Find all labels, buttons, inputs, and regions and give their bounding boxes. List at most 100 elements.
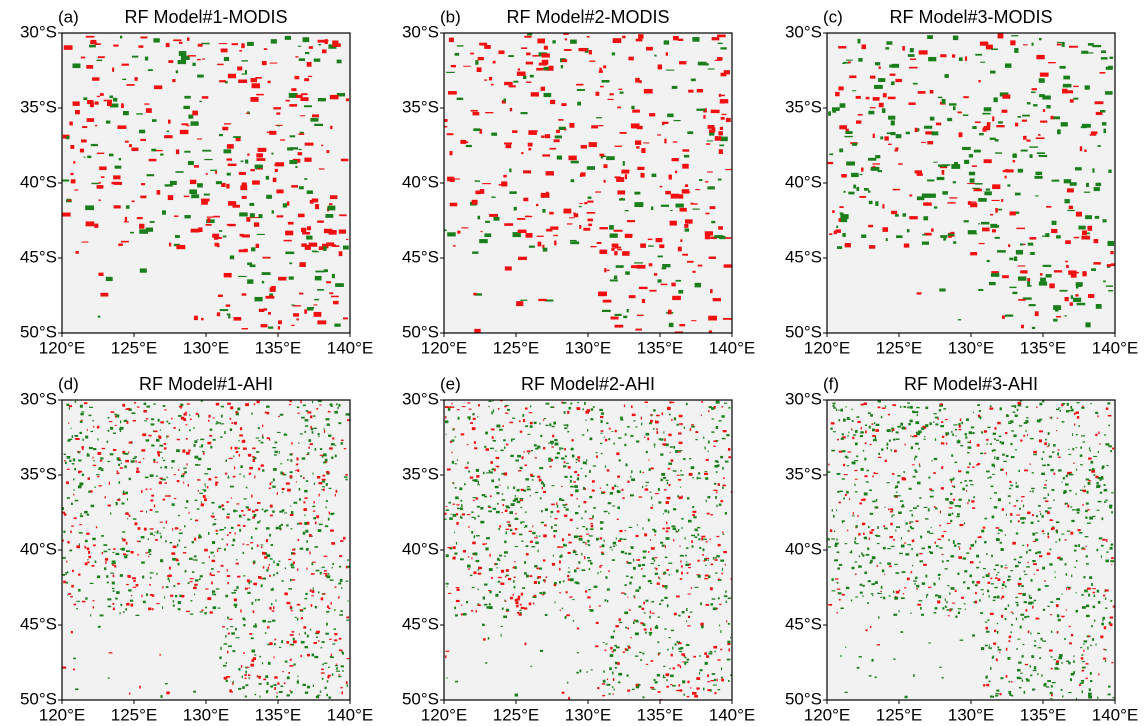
- red-pixel: [481, 231, 483, 232]
- green-pixel: [1067, 587, 1071, 588]
- green-pixel: [1076, 282, 1083, 286]
- red-pixel: [243, 525, 245, 527]
- green-pixel: [992, 464, 995, 467]
- red-pixel: [622, 36, 625, 39]
- green-pixel: [720, 560, 724, 562]
- green-pixel: [659, 578, 660, 580]
- green-pixel: [605, 466, 606, 468]
- green-pixel: [301, 417, 305, 419]
- green-pixel: [107, 582, 109, 584]
- green-pixel: [146, 228, 153, 232]
- green-pixel: [705, 565, 707, 566]
- red-pixel: [219, 43, 227, 44]
- green-pixel: [212, 592, 213, 595]
- green-pixel: [981, 647, 984, 650]
- green-pixel: [852, 515, 855, 516]
- red-pixel: [73, 161, 75, 164]
- red-pixel: [328, 471, 329, 474]
- green-pixel: [981, 530, 984, 533]
- red-pixel: [947, 523, 951, 524]
- green-pixel: [236, 559, 237, 560]
- green-pixel: [633, 559, 634, 562]
- red-pixel: [559, 568, 560, 571]
- green-pixel: [1022, 545, 1024, 546]
- green-pixel: [615, 314, 622, 316]
- red-pixel: [187, 37, 190, 40]
- green-pixel: [446, 554, 449, 557]
- green-pixel: [78, 485, 82, 488]
- red-pixel: [491, 84, 494, 86]
- green-pixel: [306, 540, 308, 542]
- green-pixel: [919, 465, 920, 467]
- green-pixel: [154, 403, 156, 404]
- red-pixel: [967, 467, 969, 468]
- red-pixel: [117, 499, 120, 501]
- green-pixel: [279, 525, 281, 528]
- green-pixel: [978, 198, 987, 202]
- green-pixel: [915, 421, 919, 424]
- green-pixel: [658, 501, 661, 503]
- green-pixel: [78, 589, 80, 592]
- green-pixel: [841, 438, 844, 440]
- green-pixel: [600, 521, 604, 523]
- red-pixel: [505, 576, 506, 578]
- green-pixel: [156, 439, 159, 442]
- green-pixel: [195, 579, 198, 581]
- green-pixel: [70, 428, 71, 429]
- red-pixel: [852, 437, 854, 439]
- red-pixel: [1065, 503, 1066, 505]
- green-pixel: [1027, 285, 1032, 287]
- red-pixel: [1010, 513, 1012, 516]
- green-pixel: [979, 599, 981, 601]
- red-pixel: [315, 522, 317, 525]
- green-pixel: [670, 675, 674, 678]
- green-pixel: [536, 535, 537, 536]
- green-pixel: [893, 591, 894, 593]
- red-pixel: [141, 490, 142, 493]
- green-pixel: [1027, 616, 1030, 618]
- red-pixel: [1056, 430, 1057, 431]
- red-pixel: [668, 434, 671, 437]
- green-pixel: [564, 424, 568, 425]
- red-pixel: [290, 659, 292, 661]
- green-pixel: [940, 425, 944, 427]
- red-pixel: [1098, 673, 1099, 675]
- green-pixel: [497, 567, 498, 568]
- green-pixel: [489, 591, 491, 594]
- red-pixel: [205, 588, 208, 589]
- red-pixel: [666, 501, 669, 504]
- red-pixel: [940, 54, 946, 57]
- green-pixel: [989, 282, 996, 285]
- red-pixel: [257, 401, 260, 404]
- red-pixel: [140, 511, 143, 512]
- red-pixel: [682, 661, 684, 662]
- green-pixel: [957, 543, 960, 545]
- red-pixel: [607, 469, 610, 471]
- green-pixel: [1017, 604, 1019, 607]
- red-pixel: [904, 543, 906, 544]
- green-pixel: [498, 581, 500, 583]
- red-pixel: [506, 569, 509, 572]
- red-pixel: [847, 530, 848, 532]
- red-pixel: [1077, 416, 1079, 419]
- green-pixel: [474, 479, 477, 482]
- red-pixel: [128, 577, 131, 578]
- red-pixel: [998, 578, 1001, 581]
- green-pixel: [973, 601, 975, 603]
- red-pixel: [977, 444, 980, 447]
- red-pixel: [649, 263, 653, 266]
- green-pixel: [1076, 592, 1077, 593]
- green-pixel: [233, 681, 234, 683]
- green-pixel: [1065, 563, 1067, 565]
- green-pixel: [1028, 243, 1034, 246]
- red-pixel: [262, 257, 270, 259]
- green-pixel: [446, 434, 447, 435]
- red-pixel: [150, 528, 153, 529]
- green-pixel: [936, 545, 939, 547]
- red-pixel: [113, 608, 115, 611]
- green-pixel: [1052, 180, 1060, 182]
- green-pixel: [854, 541, 856, 543]
- green-pixel: [1098, 501, 1102, 503]
- green-pixel: [1000, 407, 1002, 410]
- y-tick-label: 50°S: [402, 322, 439, 341]
